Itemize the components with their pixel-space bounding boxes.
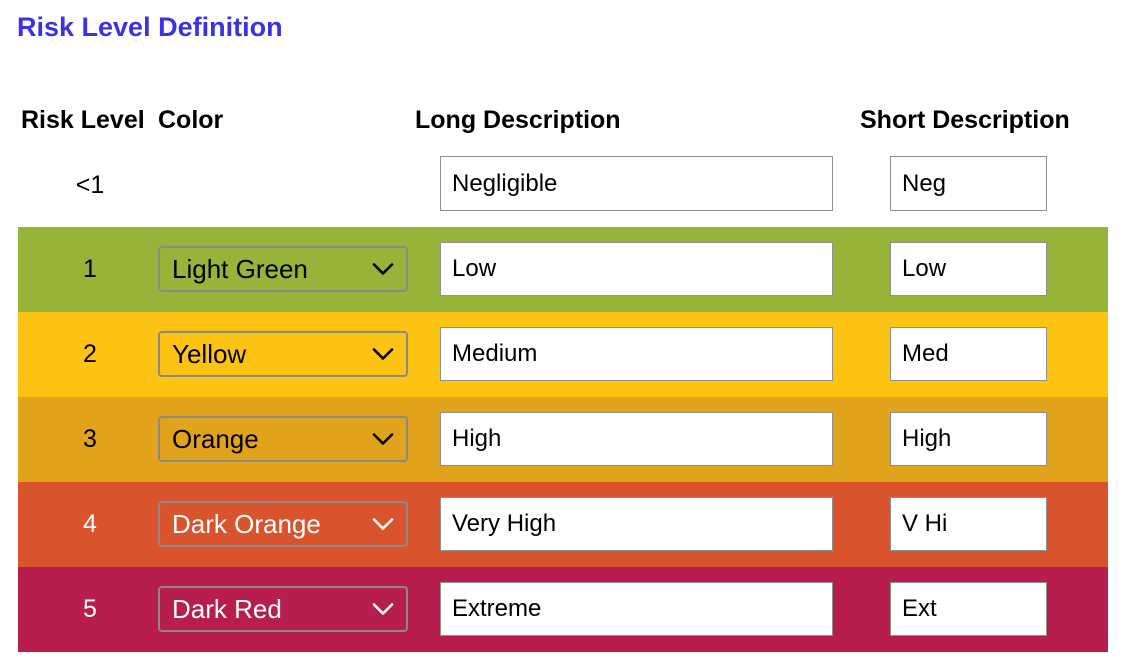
chevron-down-icon [372, 518, 394, 530]
short-description-input[interactable] [890, 242, 1047, 296]
long-description-input[interactable] [440, 582, 833, 636]
risk-level-value: 1 [83, 255, 97, 283]
risk-level-value: 2 [83, 340, 97, 368]
table-row: 4 Dark Orange [18, 482, 1108, 567]
risk-level-value: 5 [83, 595, 97, 623]
color-dropdown-label: Orange [172, 423, 259, 454]
short-description-input[interactable] [890, 412, 1047, 466]
short-description-input[interactable] [890, 156, 1047, 211]
chevron-down-icon [372, 263, 394, 275]
chevron-down-icon [372, 603, 394, 615]
long-description-input[interactable] [440, 497, 833, 551]
color-dropdown-label: Yellow [172, 338, 247, 369]
short-description-input[interactable] [890, 497, 1047, 551]
color-dropdown-label: Dark Orange [172, 508, 321, 539]
color-dropdown-label: Light Green [172, 253, 308, 284]
chevron-down-icon [372, 433, 394, 445]
color-dropdown-label: Dark Red [172, 593, 282, 624]
color-dropdown[interactable]: Yellow [158, 331, 408, 377]
page-title: Risk Level Definition [17, 12, 283, 42]
color-dropdown[interactable]: Orange [158, 416, 408, 462]
chevron-down-icon [372, 348, 394, 360]
column-header-long-description: Long Description [415, 106, 621, 134]
risk-level-value: <1 [75, 170, 105, 199]
color-dropdown[interactable]: Dark Red [158, 586, 408, 632]
long-description-input[interactable] [440, 156, 833, 211]
short-description-input[interactable] [890, 327, 1047, 381]
long-description-input[interactable] [440, 412, 833, 466]
table-row: 3 Orange [18, 397, 1108, 482]
table-row: 5 Dark Red [18, 567, 1108, 652]
long-description-input[interactable] [440, 327, 833, 381]
column-header-short-description: Short Description [860, 106, 1070, 134]
column-header-risk-level: Risk Level [21, 106, 145, 134]
column-header-color: Color [158, 106, 224, 134]
table-row: 1 Light Green [18, 227, 1108, 312]
risk-level-value: 3 [83, 425, 97, 453]
table-row: 2 Yellow [18, 312, 1108, 397]
table-row: <1 [18, 152, 1108, 218]
short-description-input[interactable] [890, 582, 1047, 636]
color-dropdown[interactable]: Light Green [158, 246, 408, 292]
color-dropdown[interactable]: Dark Orange [158, 501, 408, 547]
long-description-input[interactable] [440, 242, 833, 296]
risk-level-value: 4 [83, 510, 97, 538]
